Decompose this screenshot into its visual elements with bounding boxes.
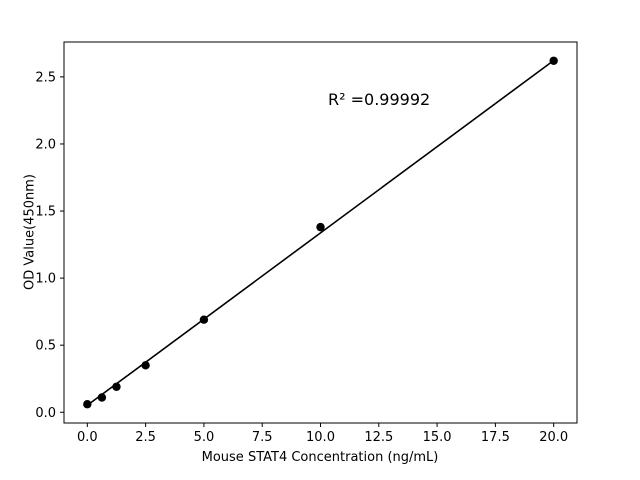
data-point bbox=[141, 361, 150, 370]
x-axis-label: Mouse STAT4 Concentration (ng/mL) bbox=[201, 450, 439, 465]
x-tick-label: 17.5 bbox=[481, 430, 510, 445]
y-tick-label: 1.5 bbox=[35, 205, 56, 220]
y-tick-label: 0.0 bbox=[35, 406, 56, 421]
data-point bbox=[316, 222, 325, 232]
data-point bbox=[83, 400, 92, 409]
data-point bbox=[112, 382, 121, 391]
x-tick-label: 5.0 bbox=[194, 430, 215, 445]
data-point bbox=[199, 315, 209, 324]
x-tick-label: 12.5 bbox=[364, 430, 393, 445]
y-tick-label: 2.0 bbox=[35, 137, 56, 152]
y-tick-label: 2.5 bbox=[35, 70, 56, 85]
x-tick-label: 20.0 bbox=[539, 430, 568, 445]
y-axis-label: OD Value(450nm) bbox=[22, 174, 38, 290]
x-tick-label: 0.0 bbox=[77, 430, 98, 445]
y-tick-label: 1.0 bbox=[35, 272, 56, 287]
fit-line bbox=[86, 59, 555, 406]
data-point bbox=[97, 393, 107, 402]
y-tick-label: 0.5 bbox=[35, 339, 56, 354]
x-tick-label: 2.5 bbox=[135, 430, 156, 445]
x-tick-label: 7.5 bbox=[252, 430, 273, 445]
x-tick-label: 10.0 bbox=[306, 430, 335, 445]
x-tick-label: 15.0 bbox=[423, 430, 452, 445]
data-point bbox=[549, 56, 558, 65]
r-squared-annotation: R² =0.99992 bbox=[328, 90, 431, 109]
